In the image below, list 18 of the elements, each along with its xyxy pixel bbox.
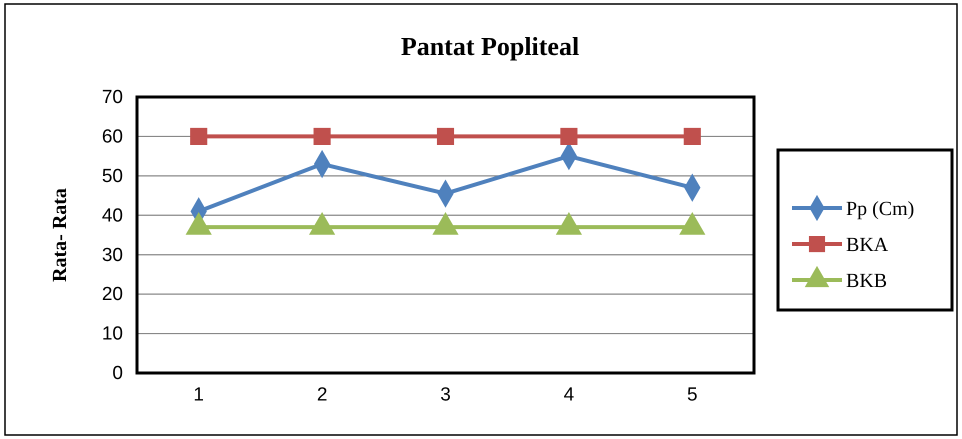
legend-label: BKA: [846, 234, 889, 256]
x-tick-label: 5: [687, 384, 698, 406]
y-tick-label: 70: [102, 87, 123, 108]
legend-label: BKB: [846, 270, 888, 292]
y-tick-label: 0: [112, 363, 123, 384]
x-tick-label: 1: [193, 384, 204, 406]
chart-title: Pantat Popliteal: [400, 32, 580, 61]
x-tick-label: 4: [564, 384, 575, 406]
y-tick-label: 30: [102, 244, 123, 266]
legend-label: Pp (Cm): [846, 198, 914, 220]
x-tick-label: 2: [316, 384, 328, 406]
y-axis-title: Rata- Rata: [49, 188, 71, 282]
y-tick-label: 50: [102, 166, 123, 187]
x-tick-label: 3: [440, 384, 451, 406]
y-tick-label: 20: [102, 284, 123, 306]
y-tick-label: 10: [102, 324, 123, 345]
y-tick-label: 60: [102, 126, 123, 148]
y-tick-label: 40: [102, 205, 123, 226]
